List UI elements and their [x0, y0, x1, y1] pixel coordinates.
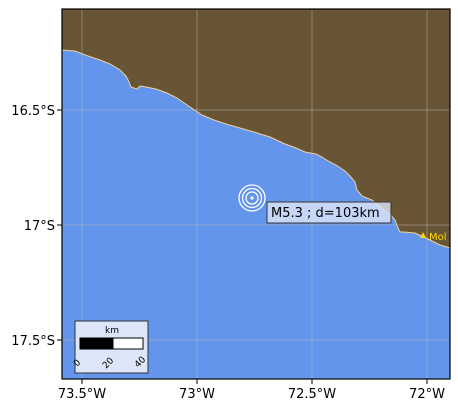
scale-bar-segment-dark	[79, 337, 114, 350]
x-tick-label-1: 73°W	[179, 387, 215, 402]
epicenter-marker[interactable]	[238, 184, 266, 212]
epicenter-ring-outer	[238, 184, 266, 212]
event-callout: M5.3 ; d=103km	[266, 201, 392, 224]
x-tick-label-3: 72°W	[409, 387, 445, 402]
y-tick-label-2: 17.5°S	[11, 334, 55, 349]
epicenter-dot	[250, 196, 254, 200]
land-area	[62, 9, 450, 248]
epicenter-ring-middle	[241, 187, 263, 209]
scale-bar-label-0: 0	[72, 358, 83, 369]
concentric-circles-icon	[238, 184, 266, 212]
map-frame	[61, 8, 451, 380]
y-tick-label-0: 16.5°S	[11, 104, 55, 119]
coastline	[62, 49, 450, 249]
x-axis-labels: 73.5°W 73°W 72.5°W 72°W	[58, 387, 445, 402]
scale-bar: km 0 20 40	[72, 320, 149, 374]
epicenter-ring-inner	[245, 191, 259, 205]
x-tick-label-0: 73.5°W	[58, 387, 106, 402]
scale-bar-segment-light	[112, 337, 144, 350]
y-axis-labels: 16.5°S 17°S 17.5°S	[11, 104, 55, 349]
scale-bar-unit: km	[105, 326, 119, 336]
town-marker: Mol	[420, 232, 447, 243]
y-tick-label-1: 17°S	[24, 219, 55, 234]
town-label: Mol	[429, 232, 447, 243]
event-callout-label: M5.3 ; d=103km	[271, 206, 380, 221]
axis-ticks	[57, 109, 428, 384]
event-callout-box	[266, 201, 392, 224]
x-tick-label-2: 72.5°W	[288, 387, 336, 402]
triangle-icon	[420, 232, 426, 238]
